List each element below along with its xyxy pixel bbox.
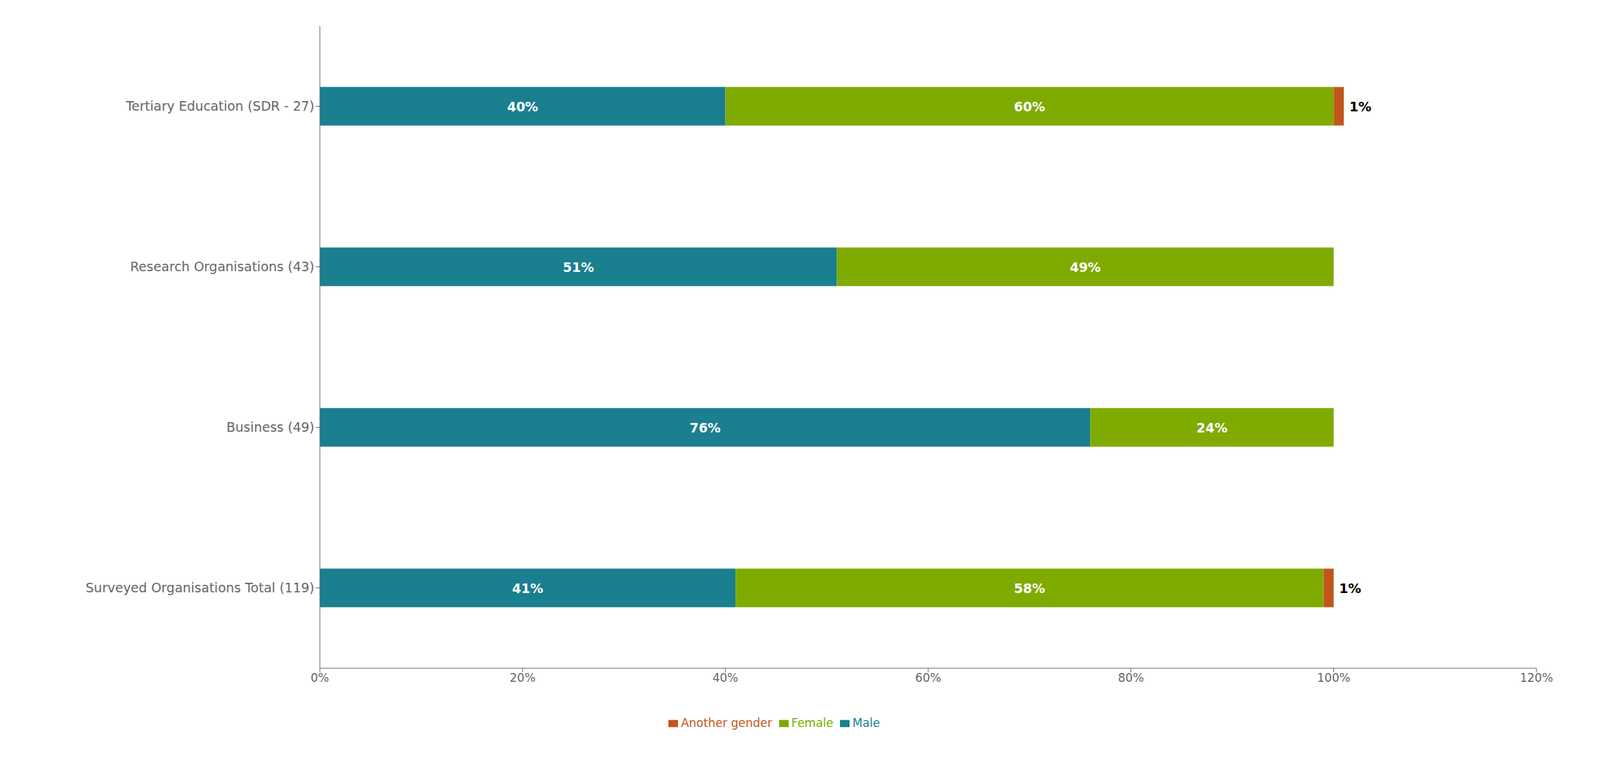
svg-text:1%: 1%	[1338, 580, 1361, 596]
svg-text:0%: 0%	[310, 671, 330, 685]
svg-text:40%: 40%	[712, 671, 739, 685]
svg-text:80%: 80%	[1118, 671, 1145, 685]
svg-text:Surveyed Organisations Total (: Surveyed Organisations Total (119)	[85, 580, 315, 596]
html-text:Female: Female	[791, 716, 834, 730]
svg-text:Research Organisations (43): Research Organisations (43)	[129, 259, 315, 275]
svg-text:58%: 58%	[1014, 580, 1046, 596]
svg-text:Business (49): Business (49)	[226, 419, 315, 435]
svg-text:60%: 60%	[915, 671, 942, 685]
svg-text:24%: 24%	[1196, 420, 1228, 436]
svg-text:Tertiary Education (SDR - 27): Tertiary Education (SDR - 27)	[125, 98, 315, 114]
svg-text:20%: 20%	[509, 671, 536, 685]
svg-text:120%: 120%	[1520, 671, 1554, 685]
svg-text:60%: 60%	[1014, 99, 1046, 115]
svg-text:40%: 40%	[507, 99, 538, 115]
svg-text:1%: 1%	[1349, 99, 1372, 115]
svg-text:49%: 49%	[1069, 259, 1101, 275]
html-text:Another gender: Another gender	[681, 716, 773, 730]
svg-text:41%: 41%	[511, 580, 543, 596]
svg-text:51%: 51%	[563, 259, 594, 275]
html-text:Male: Male	[852, 716, 881, 730]
svg-text:76%: 76%	[689, 420, 721, 436]
svg-text:100%: 100%	[1317, 671, 1351, 685]
